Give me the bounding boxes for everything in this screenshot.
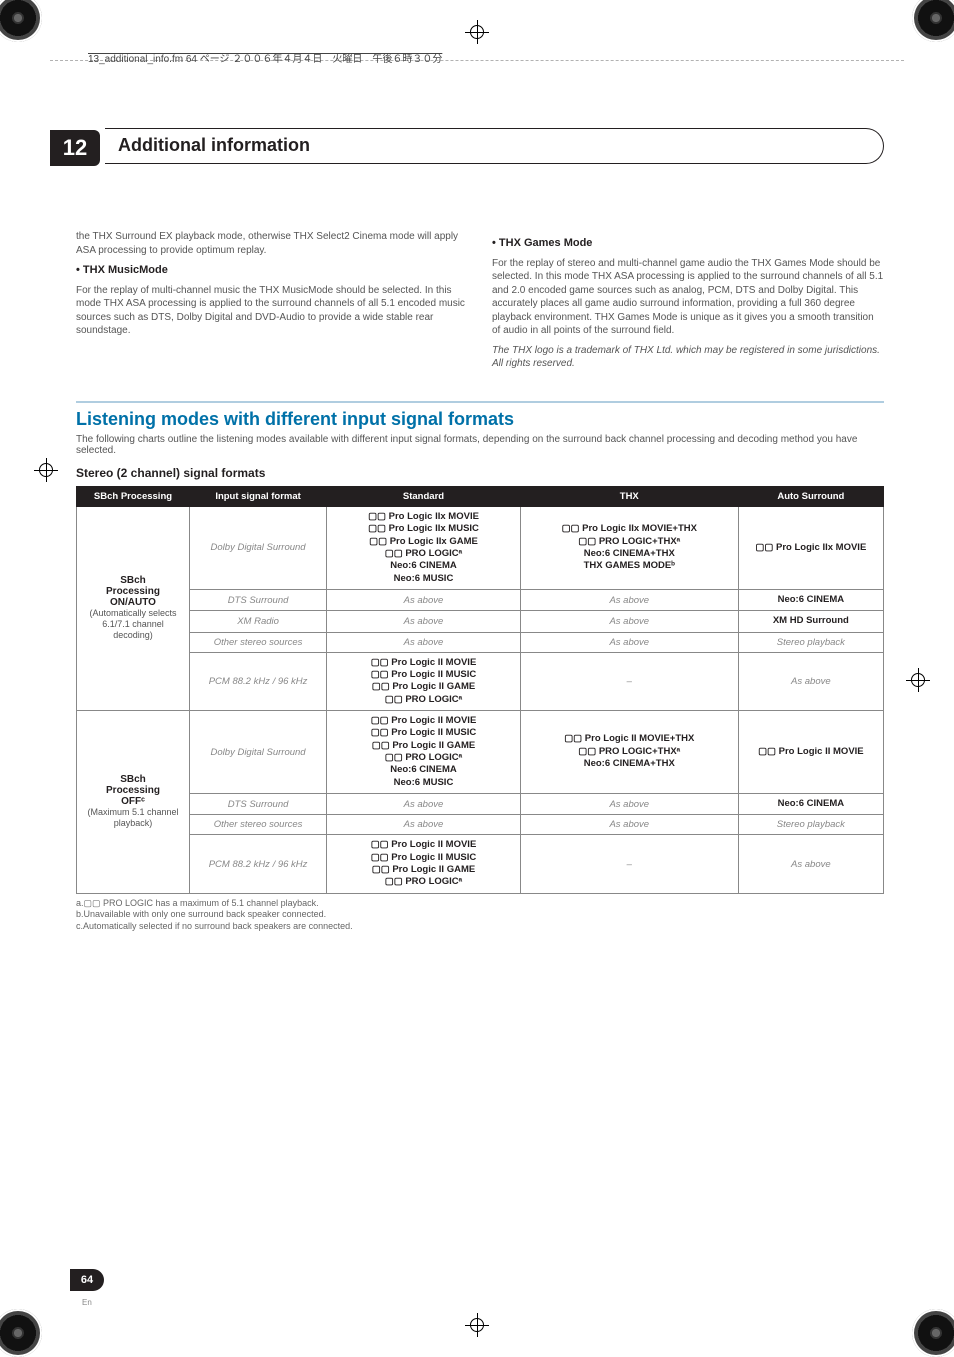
cell-standard: ▢▢ Pro Logic II MOVIE▢▢ Pro Logic II MUS… [327, 652, 521, 710]
section-title: Listening modes with different input sig… [76, 409, 884, 430]
cell-standard: ▢▢ Pro Logic II MOVIE▢▢ Pro Logic II MUS… [327, 835, 521, 893]
cell-standard: ▢▢ Pro Logic IIx MOVIE▢▢ Pro Logic IIx M… [327, 506, 521, 589]
th-sbch: SBch Processing [77, 486, 190, 506]
cell-thx: ▢▢ Pro Logic II MOVIE+THX▢▢ PRO LOGIC+TH… [520, 710, 738, 793]
cell-input: DTS Surround [189, 794, 326, 815]
two-column-text: the THX Surround EX playback mode, other… [76, 230, 884, 377]
cell-input: DTS Surround [189, 589, 326, 610]
cell-thx: As above [520, 632, 738, 652]
chapter-title: Additional information [118, 130, 310, 156]
reg-mark-bottom [465, 1313, 489, 1337]
cell-auto: Neo:6 CINEMA [738, 794, 883, 815]
page-number-badge: 64 [70, 1269, 104, 1291]
table-row: DTS SurroundAs aboveAs aboveNeo:6 CINEMA [77, 794, 884, 815]
table-row: XM RadioAs aboveAs aboveXM HD Surround [77, 611, 884, 632]
section-rule [76, 401, 884, 403]
cell-standard: As above [327, 589, 521, 610]
reg-mark-left [34, 458, 58, 482]
left-column: the THX Surround EX playback mode, other… [76, 230, 468, 377]
print-corner-br [912, 1309, 954, 1357]
footnote-a: a.▢▢ PRO LOGIC has a maximum of 5.1 chan… [76, 898, 884, 910]
cell-input: Dolby Digital Surround [189, 506, 326, 589]
print-corner-tr [912, 0, 954, 42]
table-header-row: SBch Processing Input signal format Stan… [77, 486, 884, 506]
cell-thx: – [520, 652, 738, 710]
th-input: Input signal format [189, 486, 326, 506]
cell-standard: As above [327, 815, 521, 835]
cell-thx: – [520, 835, 738, 893]
cell-standard: As above [327, 632, 521, 652]
right-column: • THX Games Mode For the replay of stere… [492, 230, 884, 377]
cell-thx: As above [520, 611, 738, 632]
cell-input: XM Radio [189, 611, 326, 632]
cell-standard: As above [327, 611, 521, 632]
para-games: For the replay of stereo and multi-chann… [492, 257, 884, 338]
para-trademark: The THX logo is a trademark of THX Ltd. … [492, 344, 884, 371]
cell-auto: As above [738, 652, 883, 710]
trademark-italic: The THX logo is a trademark of THX Ltd. … [492, 345, 880, 370]
cell-input: Dolby Digital Surround [189, 710, 326, 793]
reg-mark-right [906, 668, 930, 692]
cell-input: PCM 88.2 kHz / 96 kHz [189, 835, 326, 893]
table-row: PCM 88.2 kHz / 96 kHz▢▢ Pro Logic II MOV… [77, 652, 884, 710]
para-musicmode: For the replay of multi-channel music th… [76, 284, 468, 338]
cell-input: Other stereo sources [189, 632, 326, 652]
cell-input: Other stereo sources [189, 815, 326, 835]
print-corner-bl [0, 1309, 42, 1357]
th-standard: Standard [327, 486, 521, 506]
cell-thx: ▢▢ Pro Logic IIx MOVIE+THX▢▢ PRO LOGIC+T… [520, 506, 738, 589]
cell-thx: As above [520, 589, 738, 610]
table-row: SBchProcessingON/AUTO(Automatically sele… [77, 506, 884, 589]
cell-standard: ▢▢ Pro Logic II MOVIE▢▢ Pro Logic II MUS… [327, 710, 521, 793]
table-row: Other stereo sourcesAs aboveAs aboveSter… [77, 815, 884, 835]
cell-auto: Neo:6 CINEMA [738, 589, 883, 610]
para-intro: the THX Surround EX playback mode, other… [76, 230, 468, 257]
signal-format-table: SBch Processing Input signal format Stan… [76, 486, 884, 894]
table-row: Other stereo sourcesAs aboveAs aboveSter… [77, 632, 884, 652]
cell-auto: XM HD Surround [738, 611, 883, 632]
cell-auto: As above [738, 835, 883, 893]
chapter-number-badge: 12 [50, 130, 100, 166]
cell-input: PCM 88.2 kHz / 96 kHz [189, 652, 326, 710]
cell-auto: Stereo playback [738, 815, 883, 835]
bullet-thx-musicmode: • THX MusicMode [76, 263, 468, 278]
cell-thx: As above [520, 794, 738, 815]
th-thx: THX [520, 486, 738, 506]
file-path: 13_additional_info.fm 64 ページ ２００６年４月４日 火… [88, 50, 442, 65]
cell-thx: As above [520, 815, 738, 835]
table-row: PCM 88.2 kHz / 96 kHz▢▢ Pro Logic II MOV… [77, 835, 884, 893]
footnote-c: c.Automatically selected if no surround … [76, 921, 884, 933]
table-row: SBchProcessingOFFᶜ(Maximum 5.1 channel p… [77, 710, 884, 793]
main-content: the THX Surround EX playback mode, other… [76, 230, 884, 933]
section-intro: The following charts outline the listeni… [76, 434, 884, 456]
cell-auto: ▢▢ Pro Logic II MOVIE [738, 710, 883, 793]
footnotes: a.▢▢ PRO LOGIC has a maximum of 5.1 chan… [76, 898, 884, 933]
print-corner-tl [0, 0, 42, 42]
rowgroup-head: SBchProcessingON/AUTO(Automatically sele… [77, 506, 190, 710]
sub-title: Stereo (2 channel) signal formats [76, 466, 884, 480]
cell-auto: ▢▢ Pro Logic IIx MOVIE [738, 506, 883, 589]
th-auto: Auto Surround [738, 486, 883, 506]
cell-standard: As above [327, 794, 521, 815]
footnote-b: b.Unavailable with only one surround bac… [76, 909, 884, 921]
bullet-thx-games: • THX Games Mode [492, 236, 884, 251]
rowgroup-head: SBchProcessingOFFᶜ(Maximum 5.1 channel p… [77, 710, 190, 893]
reg-mark-top [465, 20, 489, 44]
table-row: DTS SurroundAs aboveAs aboveNeo:6 CINEMA [77, 589, 884, 610]
page-lang: En [82, 1298, 92, 1307]
cell-auto: Stereo playback [738, 632, 883, 652]
